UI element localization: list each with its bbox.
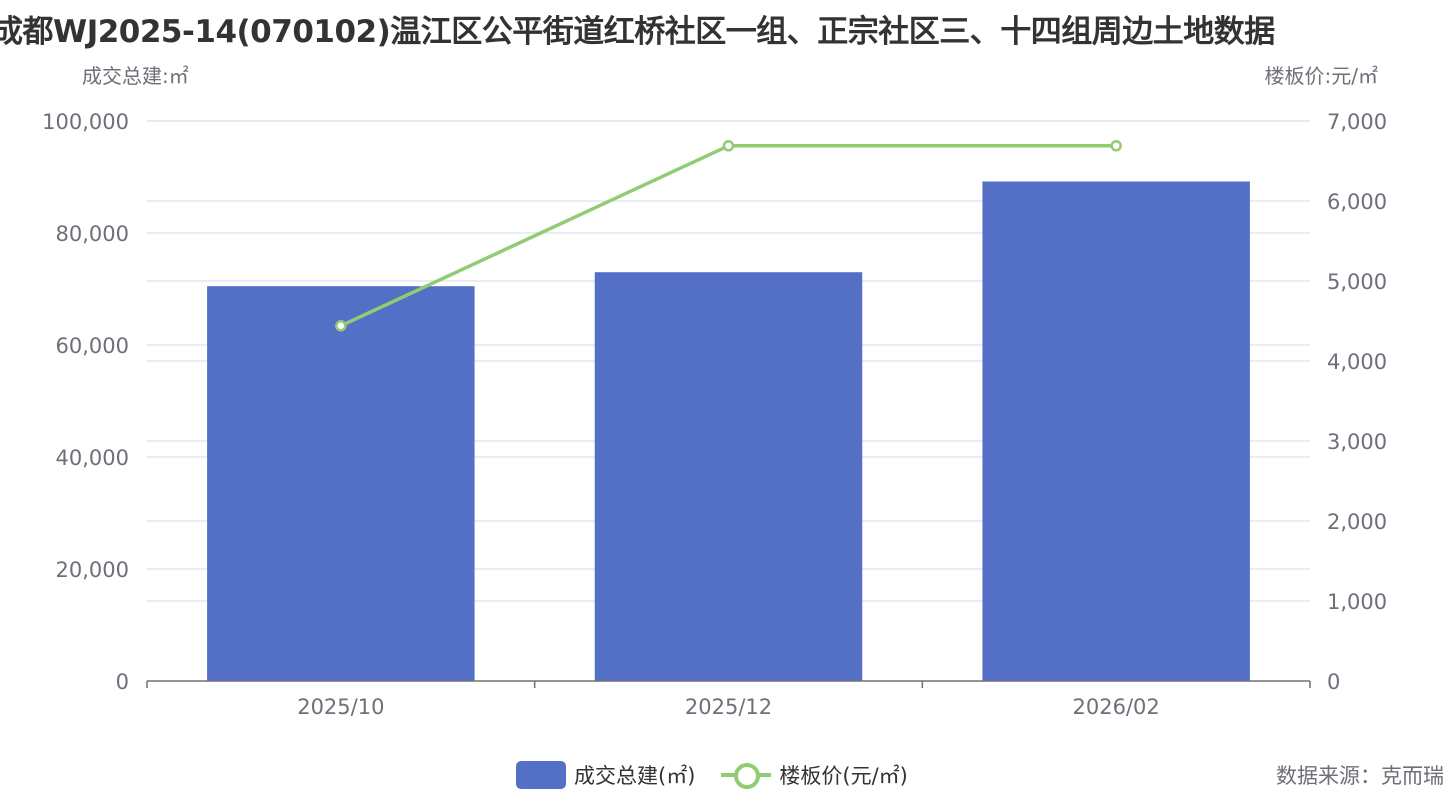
y-tick-right: 7,000 <box>1327 110 1387 134</box>
x-tick-label: 2025/12 <box>685 695 772 719</box>
legend-item-price[interactable]: 楼板价(元/㎡) <box>721 760 908 790</box>
x-tick-label: 2025/10 <box>297 695 384 719</box>
y-tick-right: 3,000 <box>1327 430 1387 454</box>
y-tick-right: 6,000 <box>1327 190 1387 214</box>
bar <box>594 272 863 681</box>
price-point <box>722 140 735 152</box>
y-tick-left: 80,000 <box>56 222 129 246</box>
axes: 0 20,000 40,000 60,000 80,000 100,000 0 1,000 2,… <box>42 110 1387 719</box>
legend-bar-swatch <box>516 761 566 789</box>
legend-line-swatch <box>721 761 772 789</box>
legend-item-volume[interactable]: 成交总建(㎡) <box>516 760 695 790</box>
bar-series <box>207 181 1250 682</box>
y-tick-right: 0 <box>1327 670 1340 694</box>
legend: 成交总建(㎡) 楼板价(元/㎡) <box>516 758 934 792</box>
y-tick-right: 1,000 <box>1327 590 1387 614</box>
y-axis-right-label: 楼板价:元/㎡ <box>1265 64 1378 88</box>
y-tick-left: 100,000 <box>42 110 129 134</box>
y-tick-right: 4,000 <box>1327 350 1387 374</box>
legend-label-price: 楼板价(元/㎡) <box>779 764 908 788</box>
y-tick-left: 20,000 <box>56 558 129 582</box>
data-source: 数据来源：克而瑞 <box>1276 764 1444 788</box>
x-tick-label: 2026/02 <box>1073 695 1160 719</box>
line-series <box>335 140 1122 332</box>
chart-title: 成都WJ2025-14(070102)温江区公平街道红桥社区一组、正宗社区三、十… <box>0 14 1275 50</box>
y-tick-left: 0 <box>116 670 129 694</box>
y-tick-left: 40,000 <box>56 446 129 470</box>
y-tick-left: 60,000 <box>56 334 129 358</box>
price-point <box>335 320 347 332</box>
legend-label-volume: 成交总建(㎡) <box>574 764 696 788</box>
y-tick-right: 2,000 <box>1327 510 1387 534</box>
bar <box>207 286 475 681</box>
y-axis-left-label: 成交总建:㎡ <box>82 64 189 88</box>
bar <box>982 181 1250 682</box>
price-point <box>1110 140 1122 152</box>
y-tick-right: 5,000 <box>1327 270 1387 294</box>
